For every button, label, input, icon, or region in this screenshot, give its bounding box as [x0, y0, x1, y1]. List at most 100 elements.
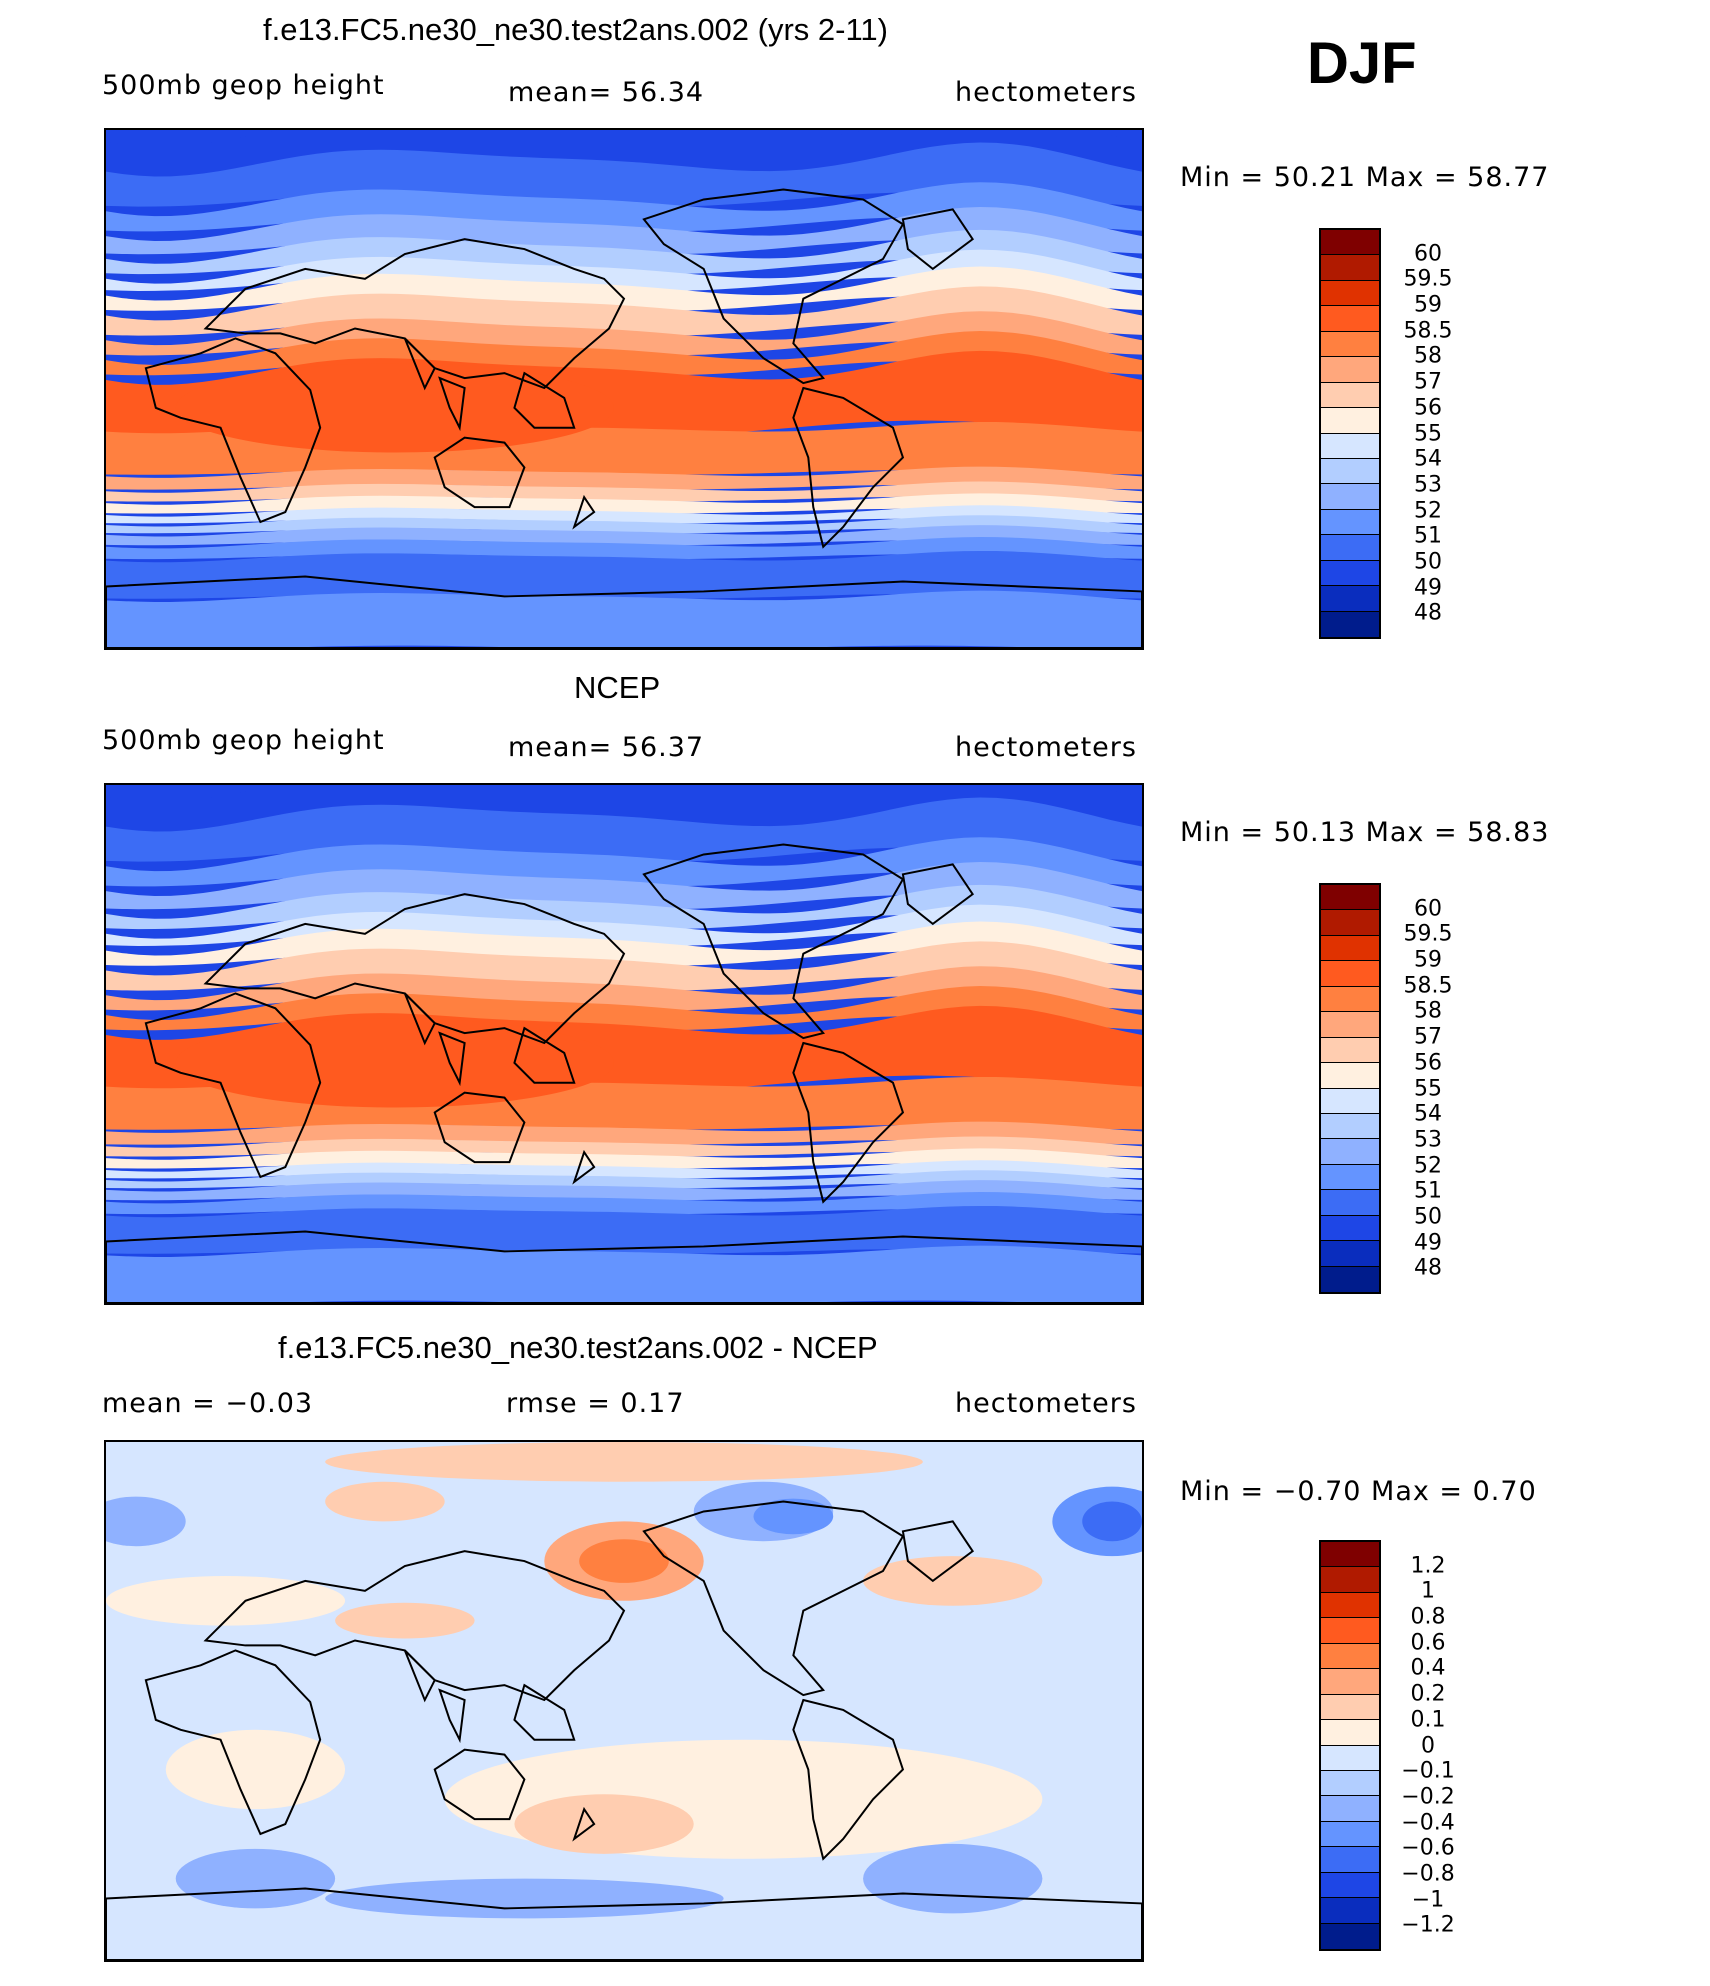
colorbar-bin [1321, 433, 1379, 459]
map-svg [106, 130, 1142, 648]
colorbar-bin [1321, 1164, 1379, 1191]
colorbar-bin [1321, 1669, 1379, 1695]
colorbar-tick-label: 48 [1414, 1255, 1442, 1281]
colorbar-bin [1321, 910, 1379, 936]
coastline [572, 1149, 596, 1185]
contour-band [106, 1205, 1142, 1254]
anomaly-blob [325, 1878, 724, 1919]
panel-1-map [104, 128, 1144, 650]
coastline [792, 1698, 905, 1861]
colorbar-tick-label: −0.8 [1401, 1861, 1455, 1887]
colorbar-bin [1321, 280, 1379, 307]
coastline [438, 1031, 466, 1087]
anomaly-blob [165, 1729, 346, 1810]
colorbar-tick-label: 56 [1414, 1050, 1442, 1076]
contour-band [106, 249, 1142, 291]
panel-3-map [104, 1440, 1144, 1962]
colorbar-bin [1321, 408, 1379, 434]
panel-2-minmax: Min = 50.13 Max = 58.83 [1180, 817, 1550, 848]
coastline [203, 1550, 626, 1702]
panel-3-units-label: hectometers [955, 1388, 1137, 1419]
colorbar-tick-label: 55 [1414, 1076, 1442, 1101]
coastline [433, 436, 526, 509]
coastline [438, 1688, 466, 1744]
colorbar-tick-label: −1.2 [1401, 1912, 1455, 1938]
coastline [572, 494, 596, 530]
colorbar-bin [1321, 331, 1379, 358]
contour-band [106, 550, 1142, 599]
colorbar-bin [1321, 1012, 1379, 1038]
colorbar-bin [1321, 885, 1379, 911]
coastline [438, 376, 466, 432]
colorbar-tick-label: 50 [1414, 1204, 1442, 1230]
colorbar-tick-label: 50 [1414, 549, 1442, 575]
contour-band [106, 941, 1142, 991]
contour-band [106, 229, 1142, 275]
colorbar-tick-label: −0.2 [1401, 1784, 1455, 1810]
colorbar-bin [1321, 230, 1379, 256]
coastline [642, 188, 905, 385]
colorbar-tick-label: −0.6 [1401, 1835, 1455, 1861]
coastline [144, 1649, 322, 1836]
colorbar-tick-label: 0.8 [1410, 1604, 1446, 1630]
coastline [144, 992, 322, 1179]
contour-band [106, 590, 1142, 648]
colorbar-bin [1321, 509, 1379, 536]
colorbar-tick-label: 59 [1414, 292, 1442, 318]
contour-band [106, 130, 1142, 167]
anomaly-blob [863, 1556, 1043, 1606]
contour-band [106, 466, 1142, 490]
contour-band [106, 182, 1142, 232]
colorbar-tick-label: 0.1 [1410, 1707, 1446, 1733]
colorbar-tick-label: 60 [1414, 896, 1442, 922]
colorbar-tick-label: −1 [1411, 1887, 1445, 1913]
coastline [403, 337, 436, 391]
contour-band [106, 207, 1142, 255]
panel-1-title: f.e13.FC5.ne30_ne30.test2ans.002 (yrs 2-… [263, 12, 888, 47]
coastline [106, 1230, 1142, 1303]
colorbar-bin [1321, 1643, 1379, 1670]
contour-band [106, 266, 1142, 311]
colorbar-tick-label: 54 [1414, 446, 1442, 472]
coastline [513, 1026, 576, 1084]
colorbar-bin [1321, 357, 1379, 383]
colorbar-tick-label: 55 [1414, 421, 1442, 446]
map-svg [106, 785, 1142, 1303]
coastline [513, 1683, 576, 1741]
anomaly-blob [175, 1848, 336, 1909]
colorbar-tick-label: 57 [1414, 1024, 1442, 1050]
panel-1-units-label: hectometers [955, 77, 1137, 108]
colorbar-bin [1321, 1720, 1379, 1746]
colorbar-bin [1321, 535, 1379, 561]
coastline [203, 238, 626, 390]
panel-1-variable-label: 500mb geop height [102, 70, 385, 101]
colorbar-tick-label: 48 [1414, 600, 1442, 626]
anomaly-blob [753, 1498, 834, 1535]
colorbar-bin [1321, 1872, 1379, 1899]
colorbar-tick-label: 52 [1414, 1153, 1442, 1179]
colorbar-bin [1321, 1796, 1379, 1822]
colorbar-bin [1321, 1139, 1379, 1165]
colorbar-bin [1321, 382, 1379, 409]
contour-band [106, 921, 1142, 966]
anomaly-blob [106, 1575, 346, 1626]
panel-2-colorbar [1319, 883, 1381, 1294]
coastline [403, 992, 436, 1046]
colorbar-bin [1321, 1592, 1379, 1619]
contour-band [106, 785, 1142, 822]
colorbar-bin [1321, 458, 1379, 485]
coastline [572, 1806, 596, 1842]
colorbar-tick-label: 1 [1421, 1578, 1435, 1604]
contour-band [106, 862, 1142, 910]
coastline [433, 1748, 526, 1821]
contour-band [106, 1121, 1142, 1145]
colorbar-tick-label: 49 [1414, 575, 1442, 601]
coastline [901, 863, 975, 926]
contour-band [106, 1245, 1142, 1303]
colorbar-tick-label: 51 [1414, 1178, 1442, 1204]
colorbar-bin [1321, 1567, 1379, 1593]
panel-3-title: f.e13.FC5.ne30_ne30.test2ans.002 - NCEP [278, 1330, 878, 1365]
coastline [642, 843, 905, 1040]
contour-band [106, 286, 1142, 336]
coastline [901, 208, 975, 271]
